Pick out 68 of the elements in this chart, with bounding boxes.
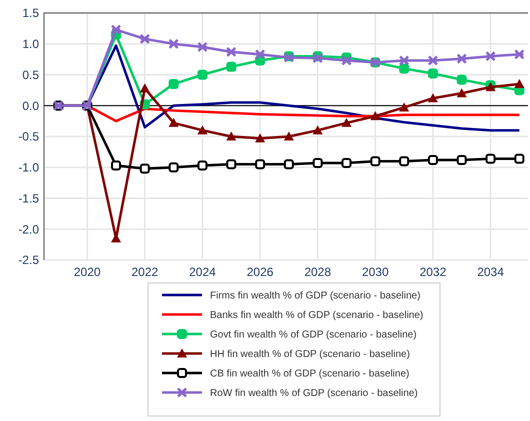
point: [428, 93, 438, 102]
x-tick-label: 2034: [477, 265, 504, 279]
point: [312, 158, 323, 168]
point: [342, 158, 352, 168]
point: [255, 159, 266, 170]
y-tick-label: -1.0: [18, 160, 40, 175]
point: [312, 125, 323, 134]
point: [168, 162, 179, 172]
point: [428, 154, 438, 165]
point: [197, 42, 208, 52]
point: [486, 154, 496, 164]
x-tick-label: 2026: [246, 265, 274, 279]
legend-label: Firms fin wealth % of GDP (scenario - baseline): [210, 290, 420, 302]
point: [168, 38, 179, 50]
x-tick-label: 2022: [131, 265, 159, 279]
legend-label: CB fin wealth % of GDP (scenario - baseline): [210, 368, 410, 380]
point: [226, 46, 237, 58]
point: [341, 55, 352, 66]
point: [456, 154, 467, 165]
legend-label: RoW fin wealth % of GDP (scenario - baseline): [210, 388, 418, 399]
y-tick-label: -2.0: [18, 222, 40, 236]
point: [398, 55, 410, 66]
point: [399, 156, 410, 166]
y-tick-label: -2.5: [18, 253, 40, 268]
legend-label: HH fin wealth % of GDP (scenario - baseline): [210, 349, 410, 360]
point: [226, 132, 236, 140]
point: [111, 160, 122, 171]
point: [370, 156, 380, 166]
point: [140, 34, 150, 44]
point: [140, 164, 150, 174]
point: [399, 102, 410, 112]
point: [254, 49, 266, 60]
point: [168, 118, 179, 127]
y-tick-label: 1.5: [22, 6, 40, 20]
point: [342, 118, 352, 127]
point: [168, 79, 179, 90]
x-tick-label: 2020: [74, 265, 101, 279]
x-tick-label: 2030: [362, 265, 389, 279]
point: [456, 53, 467, 64]
point: [284, 159, 294, 170]
point: [428, 68, 438, 79]
point: [110, 24, 122, 35]
x-tick-label: 2032: [420, 265, 447, 279]
x-tick-label: 2028: [304, 265, 332, 279]
point: [428, 55, 438, 66]
point: [197, 125, 208, 134]
point: [456, 88, 467, 98]
x-tick-label: 2024: [189, 265, 216, 279]
point: [399, 64, 410, 74]
y-tick-label: 0.5: [22, 68, 40, 82]
point: [485, 50, 496, 62]
point: [514, 79, 524, 88]
point: [226, 159, 236, 170]
point: [226, 62, 236, 72]
point: [370, 111, 380, 120]
y-tick-label: -0.5: [18, 130, 40, 144]
y-tick-label: 1.0: [22, 37, 40, 52]
point: [456, 74, 467, 85]
y-tick-label: -1.5: [18, 191, 40, 206]
y-tick-label: 0.0: [22, 98, 40, 113]
legend-label: Govt fin wealth % of GDP (scenario - baseline): [210, 330, 417, 340]
point: [197, 70, 208, 80]
point: [197, 160, 208, 171]
legend-label: Banks fin wealth % of GDP (scenario - baseline): [210, 310, 424, 321]
point: [284, 132, 294, 140]
point: [514, 154, 524, 164]
point: [140, 83, 150, 92]
point: [255, 133, 266, 142]
